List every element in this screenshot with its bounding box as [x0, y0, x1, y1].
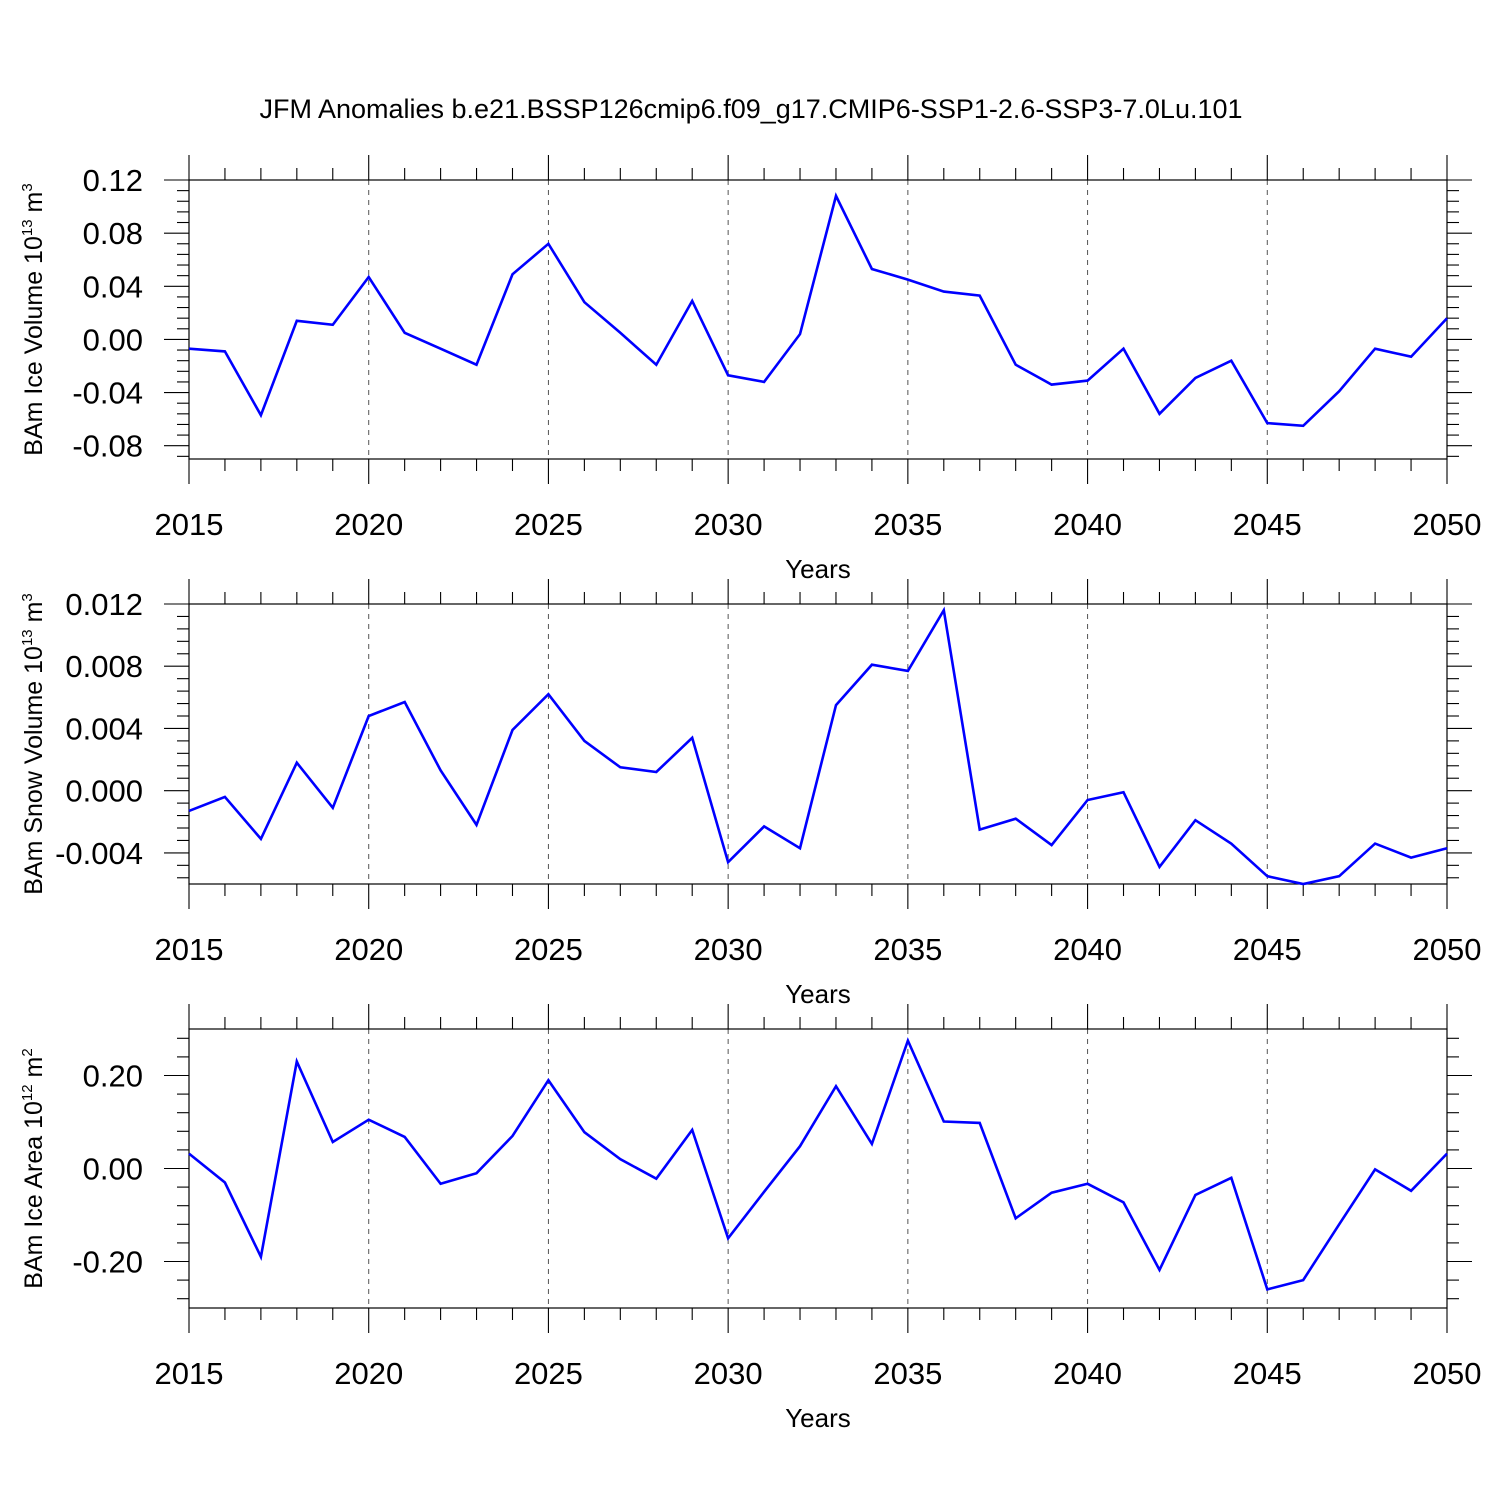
y-axis-title: BAm Ice Area 1012 m2 — [19, 1048, 48, 1288]
x-tick-label: 2025 — [514, 932, 583, 967]
x-tick-label: 2035 — [873, 1356, 942, 1391]
y-tick-label: 0.00 — [83, 1152, 143, 1187]
x-tick-label: 2040 — [1053, 507, 1122, 542]
panel-snow-volume: 2015 2020 2025 2030 2035 2040 2045 2050 -0.004 0.… — [19, 579, 1481, 1009]
plot-frame — [188, 603, 1448, 885]
x-tick-label: 2035 — [873, 932, 942, 967]
x-tick-label: 2030 — [694, 932, 763, 967]
x-tick-label: 2020 — [334, 1356, 403, 1391]
x-tick-label: 2045 — [1233, 507, 1302, 542]
x-tick-label: 2050 — [1413, 507, 1482, 542]
x-tick-label: 2020 — [334, 507, 403, 542]
x-tick-label: 2015 — [155, 932, 224, 967]
series-line — [188, 192, 1448, 428]
chart-title: JFM Anomalies b.e21.BSSP126cmip6.f09_g17… — [259, 94, 1242, 124]
plot-frame — [188, 1028, 1448, 1309]
x-tick-label: 2050 — [1413, 932, 1482, 967]
y-axis-title-exponent: 12 — [19, 1084, 36, 1101]
x-tick-label: 2015 — [155, 1356, 224, 1391]
y-tick-label: -0.004 — [55, 836, 143, 871]
x-tick-label: 2025 — [514, 1356, 583, 1391]
y-axis-title-exponent: 13 — [19, 629, 36, 646]
x-axis-title: Years — [785, 554, 851, 584]
y-tick-label: -0.08 — [72, 429, 143, 464]
y-axis-title-exponent: 13 — [19, 219, 36, 236]
x-tick-label: 2040 — [1053, 1356, 1122, 1391]
y-tick-label: -0.20 — [72, 1245, 143, 1280]
y-axis-title-text: BAm Ice Area 10 — [20, 1101, 48, 1289]
y-tick-label: 0.004 — [65, 711, 143, 746]
y-tick-label: 0.20 — [83, 1059, 143, 1094]
y-tick-label: 0.04 — [83, 269, 143, 304]
y-axis-title: BAm Snow Volume 1013 m3 — [19, 593, 48, 895]
y-axis-title-unit: m — [20, 1057, 48, 1085]
y-tick-label: 0.12 — [83, 163, 143, 198]
panel-ice-area: 2015 2020 2025 2030 2035 2040 2045 2050 -0.20 0.0… — [19, 1004, 1481, 1433]
y-axis-title-unit: m — [20, 602, 48, 630]
x-tick-label: 2030 — [694, 1356, 763, 1391]
x-tick-label: 2015 — [155, 507, 224, 542]
x-tick-label: 2050 — [1413, 1356, 1482, 1391]
x-axis-title: Years — [785, 1403, 851, 1433]
panels: 2015 2020 2025 2030 2035 2040 2045 2050 -0.08 -0.… — [19, 155, 1481, 1433]
x-tick-label: 2025 — [514, 507, 583, 542]
y-axis-title-unit-exponent: 3 — [19, 183, 36, 191]
y-axis-title-text: BAm Snow Volume 10 — [20, 646, 48, 895]
y-tick-label: 0.08 — [83, 216, 143, 251]
y-tick-label: 0.00 — [83, 322, 143, 357]
series-line — [188, 1037, 1448, 1291]
panel-ice-volume: 2015 2020 2025 2030 2035 2040 2045 2050 -0.08 -0.… — [19, 155, 1481, 584]
x-tick-label: 2045 — [1233, 932, 1302, 967]
x-tick-label: 2035 — [873, 507, 942, 542]
y-tick-label: -0.04 — [72, 376, 143, 411]
x-axis-title: Years — [785, 979, 851, 1009]
y-axis-title-text: BAm Ice Volume 10 — [20, 236, 48, 456]
series-line — [188, 606, 1448, 886]
x-tick-label: 2020 — [334, 932, 403, 967]
x-tick-label: 2040 — [1053, 932, 1122, 967]
y-axis-title: BAm Ice Volume 1013 m3 — [19, 183, 48, 455]
plot-frame — [188, 179, 1448, 460]
y-axis-title-unit-exponent: 2 — [19, 1048, 36, 1056]
y-tick-label: 0.012 — [65, 587, 143, 622]
x-tick-label: 2045 — [1233, 1356, 1302, 1391]
y-tick-label: 0.008 — [65, 649, 143, 684]
y-axis-title-unit-exponent: 3 — [19, 593, 36, 601]
x-tick-label: 2030 — [694, 507, 763, 542]
y-tick-label: 0.000 — [65, 774, 143, 809]
y-axis-title-unit: m — [20, 192, 48, 220]
